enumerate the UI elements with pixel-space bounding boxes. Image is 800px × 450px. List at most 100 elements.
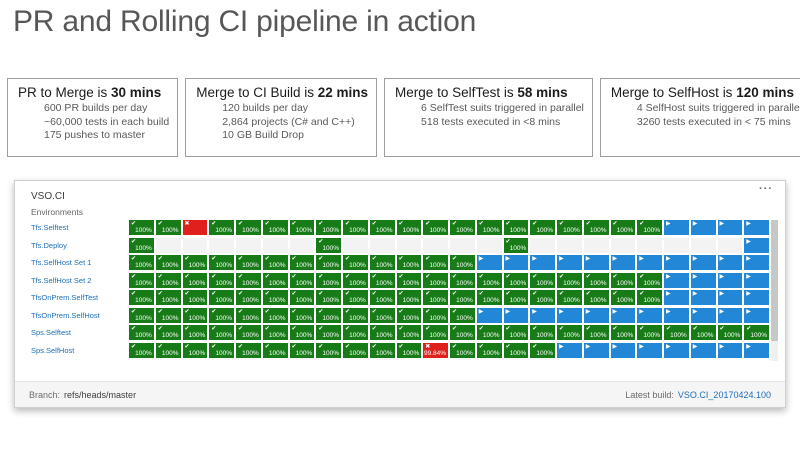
pipeline-cell[interactable]: ✔ 100% <box>289 220 315 235</box>
pipeline-cell[interactable]: ✔ 100% <box>423 272 448 288</box>
pipeline-cell[interactable]: ✔ 100% <box>236 325 261 340</box>
pipeline-cell[interactable]: ▶ <box>530 255 555 270</box>
pipeline-cell[interactable]: ▶ <box>690 307 716 323</box>
environment-link[interactable]: Tfs.SelfHost Set 2 <box>31 275 92 285</box>
pipeline-cell[interactable]: ✔ 100% <box>236 255 261 270</box>
pipeline-cell[interactable]: ✔ 100% <box>637 290 662 305</box>
pipeline-cell[interactable]: ✔ 100% <box>129 272 154 288</box>
pipeline-cell[interactable]: ✔ 100% <box>262 272 288 288</box>
pipeline-cell[interactable]: ▶ <box>530 307 555 323</box>
pipeline-cell[interactable]: ✔ 100% <box>450 255 475 270</box>
pipeline-cell[interactable]: ✔ 100% <box>262 220 288 235</box>
pipeline-cell[interactable]: ▶ <box>503 307 529 323</box>
pipeline-cell[interactable]: ✔ 100% <box>530 342 555 358</box>
pipeline-cell[interactable]: ✔ 100% <box>129 220 154 235</box>
pipeline-cell[interactable]: ✔ 100% <box>530 290 555 305</box>
pipeline-cell[interactable]: ✔ 100% <box>476 342 502 358</box>
pipeline-cell[interactable]: ▶ <box>557 255 582 270</box>
pipeline-cell[interactable]: ✔ 100% <box>316 290 341 305</box>
pipeline-cell[interactable]: ✔ 100% <box>369 342 395 358</box>
pipeline-cell[interactable]: ✔ 100% <box>262 307 288 323</box>
pipeline-cell[interactable]: ▶ <box>717 255 743 270</box>
pipeline-cell[interactable]: ✔ 100% <box>129 237 154 253</box>
pipeline-cell[interactable]: ✔ 100% <box>396 325 422 340</box>
pipeline-cell[interactable]: ✔ 100% <box>476 220 502 235</box>
environment-link[interactable]: Tfs.Selftest <box>31 223 69 232</box>
pipeline-cell[interactable]: ✔ 100% <box>289 325 315 340</box>
environment-link[interactable]: Tfs.SelfHost Set 1 <box>31 258 92 267</box>
pipeline-cell[interactable]: ✔ 100% <box>450 290 475 305</box>
pipeline-cell[interactable]: ▶ <box>637 255 662 270</box>
pipeline-cell[interactable]: ✔ 100% <box>209 342 234 358</box>
pipeline-cell[interactable]: ✔ 100% <box>396 342 422 358</box>
pipeline-cell[interactable]: ✔ 100% <box>129 342 154 358</box>
pipeline-cell[interactable]: ✔ 100% <box>610 325 636 340</box>
pipeline-cell[interactable]: ✔ 100% <box>369 220 395 235</box>
pipeline-cell[interactable]: ▶ <box>744 272 769 288</box>
pipeline-cell[interactable]: ✔ 100% <box>129 307 154 323</box>
pipeline-cell[interactable]: ✔ 100% <box>155 325 181 340</box>
pipeline-cell[interactable]: ▶ <box>690 272 716 288</box>
pipeline-cell[interactable]: ✔ 100% <box>236 307 261 323</box>
pipeline-cell[interactable]: ✔ 100% <box>610 220 636 235</box>
pipeline-cell[interactable]: ✔ 100% <box>262 290 288 305</box>
pipeline-cell[interactable]: ✔ 100% <box>182 272 208 288</box>
pipeline-cell[interactable]: ✔ 100% <box>236 220 261 235</box>
pipeline-cell[interactable]: ✔ 100% <box>423 325 448 340</box>
pipeline-cell[interactable]: ✔ 100% <box>717 325 743 340</box>
pipeline-cell[interactable]: ✔ 100% <box>610 290 636 305</box>
latest-build-link[interactable]: VSO.CI_20170424.100 <box>677 389 771 400</box>
pipeline-cell[interactable]: ✔ 100% <box>423 290 448 305</box>
pipeline-cell[interactable]: ✔ 100% <box>209 290 234 305</box>
pipeline-cell[interactable]: ✔ 100% <box>503 290 529 305</box>
pipeline-cell[interactable]: ✔ 100% <box>583 325 609 340</box>
environment-link[interactable]: TfsOnPrem.SelfHost <box>31 310 100 320</box>
pipeline-cell[interactable]: ✔ 100% <box>182 342 208 358</box>
pipeline-cell[interactable]: ✔ 100% <box>155 290 181 305</box>
pipeline-cell[interactable]: ✔ 100% <box>155 220 181 235</box>
pipeline-cell[interactable]: ▶ <box>583 255 609 270</box>
pipeline-cell[interactable]: ✔ 100% <box>155 272 181 288</box>
pipeline-cell[interactable]: ✔ 100% <box>557 220 582 235</box>
pipeline-cell[interactable]: ✔ 100% <box>343 255 368 270</box>
environment-link[interactable]: TfsOnPrem.SelfTest <box>31 293 99 302</box>
pipeline-cell[interactable]: ✔ 100% <box>289 342 315 358</box>
pipeline-cell[interactable]: ✔ 100% <box>610 272 636 288</box>
pipeline-cell[interactable]: ✔ 100% <box>557 290 582 305</box>
pipeline-cell[interactable]: ▶ <box>690 342 716 358</box>
pipeline-cell[interactable]: ✔ 100% <box>182 325 208 340</box>
pipeline-cell[interactable]: ✔ 100% <box>262 255 288 270</box>
pipeline-cell[interactable]: ✔ 100% <box>155 255 181 270</box>
pipeline-cell[interactable]: ✔ 100% <box>343 272 368 288</box>
pipeline-cell[interactable]: ▶ <box>717 272 743 288</box>
pipeline-cell[interactable]: ✔ 100% <box>289 307 315 323</box>
pipeline-cell[interactable]: ✔ 100% <box>476 272 502 288</box>
pipeline-cell[interactable]: ✔ 100% <box>289 290 315 305</box>
pipeline-cell[interactable]: ✔ 100% <box>262 325 288 340</box>
pipeline-cell[interactable]: ✔ 100% <box>182 255 208 270</box>
pipeline-cell[interactable]: ✔ 100% <box>209 255 234 270</box>
pipeline-cell[interactable]: ✔ 100% <box>530 220 555 235</box>
pipeline-cell[interactable]: ✔ 100% <box>744 325 769 340</box>
pipeline-cell[interactable]: ✔ 100% <box>637 325 662 340</box>
pipeline-cell[interactable]: ✔ 100% <box>423 255 448 270</box>
pipeline-cell[interactable]: ✔ 100% <box>396 307 422 323</box>
pipeline-cell[interactable]: ▶ <box>583 342 609 358</box>
pipeline-cell[interactable]: ✔ 100% <box>423 220 448 235</box>
pipeline-cell[interactable]: ✔ 100% <box>664 325 689 340</box>
pipeline-cell[interactable]: ▶ <box>717 220 743 235</box>
pipeline-cell[interactable]: ✔ 100% <box>209 307 234 323</box>
pipeline-cell[interactable]: ▶ <box>476 255 502 270</box>
pipeline-cell[interactable]: ▶ <box>610 255 636 270</box>
pipeline-cell[interactable]: ✔ 100% <box>316 237 341 253</box>
pipeline-cell[interactable]: ▶ <box>503 255 529 270</box>
pipeline-cell[interactable]: ▶ <box>583 307 609 323</box>
pipeline-cell[interactable]: ▶ <box>717 290 743 305</box>
pipeline-cell[interactable]: ▶ <box>610 307 636 323</box>
pipeline-cell[interactable]: ✔ 100% <box>316 272 341 288</box>
pipeline-cell[interactable]: ✔ 100% <box>583 290 609 305</box>
pipeline-cell[interactable]: ✖ 99.84% <box>423 342 448 358</box>
pipeline-cell[interactable]: ▶ <box>664 342 689 358</box>
pipeline-cell[interactable]: ▶ <box>557 342 582 358</box>
pipeline-cell[interactable]: ✔ 100% <box>396 290 422 305</box>
